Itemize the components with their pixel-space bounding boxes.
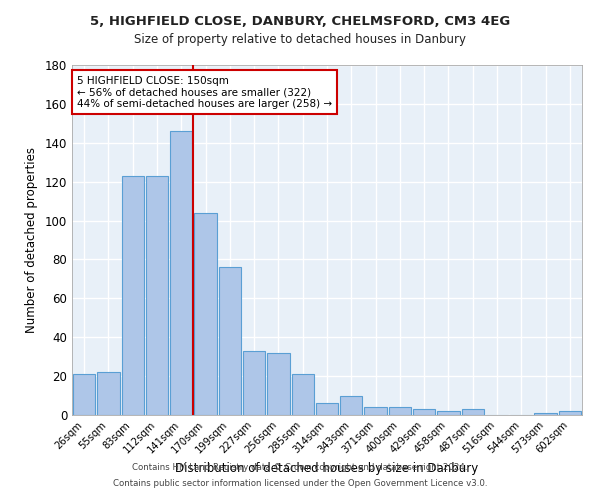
Bar (559, 411, 581, 415)
Bar (413, 409, 436, 415)
Bar (73, 374, 95, 415)
Bar (218, 267, 241, 415)
Bar (437, 411, 460, 415)
Bar (194, 213, 217, 415)
Bar (461, 409, 484, 415)
Bar (535, 413, 557, 415)
Text: Contains HM Land Registry data © Crown copyright and database right 2024.: Contains HM Land Registry data © Crown c… (132, 464, 468, 472)
Bar (340, 396, 362, 415)
Bar (243, 351, 265, 415)
Bar (316, 404, 338, 415)
Bar (146, 176, 168, 415)
Bar (364, 407, 387, 415)
Bar (170, 131, 193, 415)
Bar (122, 176, 144, 415)
Text: 5, HIGHFIELD CLOSE, DANBURY, CHELMSFORD, CM3 4EG: 5, HIGHFIELD CLOSE, DANBURY, CHELMSFORD,… (90, 15, 510, 28)
Y-axis label: Number of detached properties: Number of detached properties (25, 147, 38, 333)
Text: 5 HIGHFIELD CLOSE: 150sqm
← 56% of detached houses are smaller (322)
44% of semi: 5 HIGHFIELD CLOSE: 150sqm ← 56% of detac… (77, 76, 332, 108)
Bar (267, 353, 290, 415)
Text: Contains public sector information licensed under the Open Government Licence v3: Contains public sector information licen… (113, 478, 487, 488)
Text: Size of property relative to detached houses in Danbury: Size of property relative to detached ho… (134, 32, 466, 46)
X-axis label: Distribution of detached houses by size in Danbury: Distribution of detached houses by size … (175, 462, 479, 475)
Bar (292, 374, 314, 415)
Bar (97, 372, 119, 415)
Bar (389, 407, 411, 415)
